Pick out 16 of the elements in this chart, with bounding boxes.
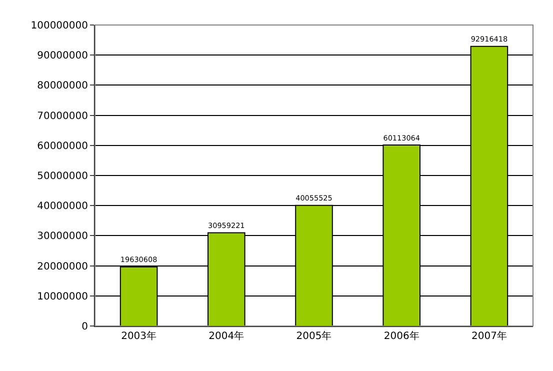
y-tick-label: 20000000 xyxy=(37,261,88,272)
y-tick-label: 90000000 xyxy=(37,50,88,62)
x-tick-label: 2004年 xyxy=(208,330,244,342)
y-tick-label: 40000000 xyxy=(37,201,88,212)
y-tick-label: 70000000 xyxy=(37,110,88,122)
y-tick-label: 10000000 xyxy=(37,291,88,302)
y-tick-label: 30000000 xyxy=(37,231,88,242)
y-tick-label: 60000000 xyxy=(37,140,88,152)
x-tick-label: 2006年 xyxy=(384,330,420,342)
y-tick-label: 0 xyxy=(82,322,88,332)
x-tick-label: 2005年 xyxy=(296,330,332,342)
x-tick-label: 2003年 xyxy=(121,330,157,342)
y-tick-label: 50000000 xyxy=(37,171,88,182)
x-tick-label: 2007年 xyxy=(471,330,507,342)
y-tick-label: 80000000 xyxy=(37,80,88,92)
y-tick-label: 100000000 xyxy=(30,20,88,32)
